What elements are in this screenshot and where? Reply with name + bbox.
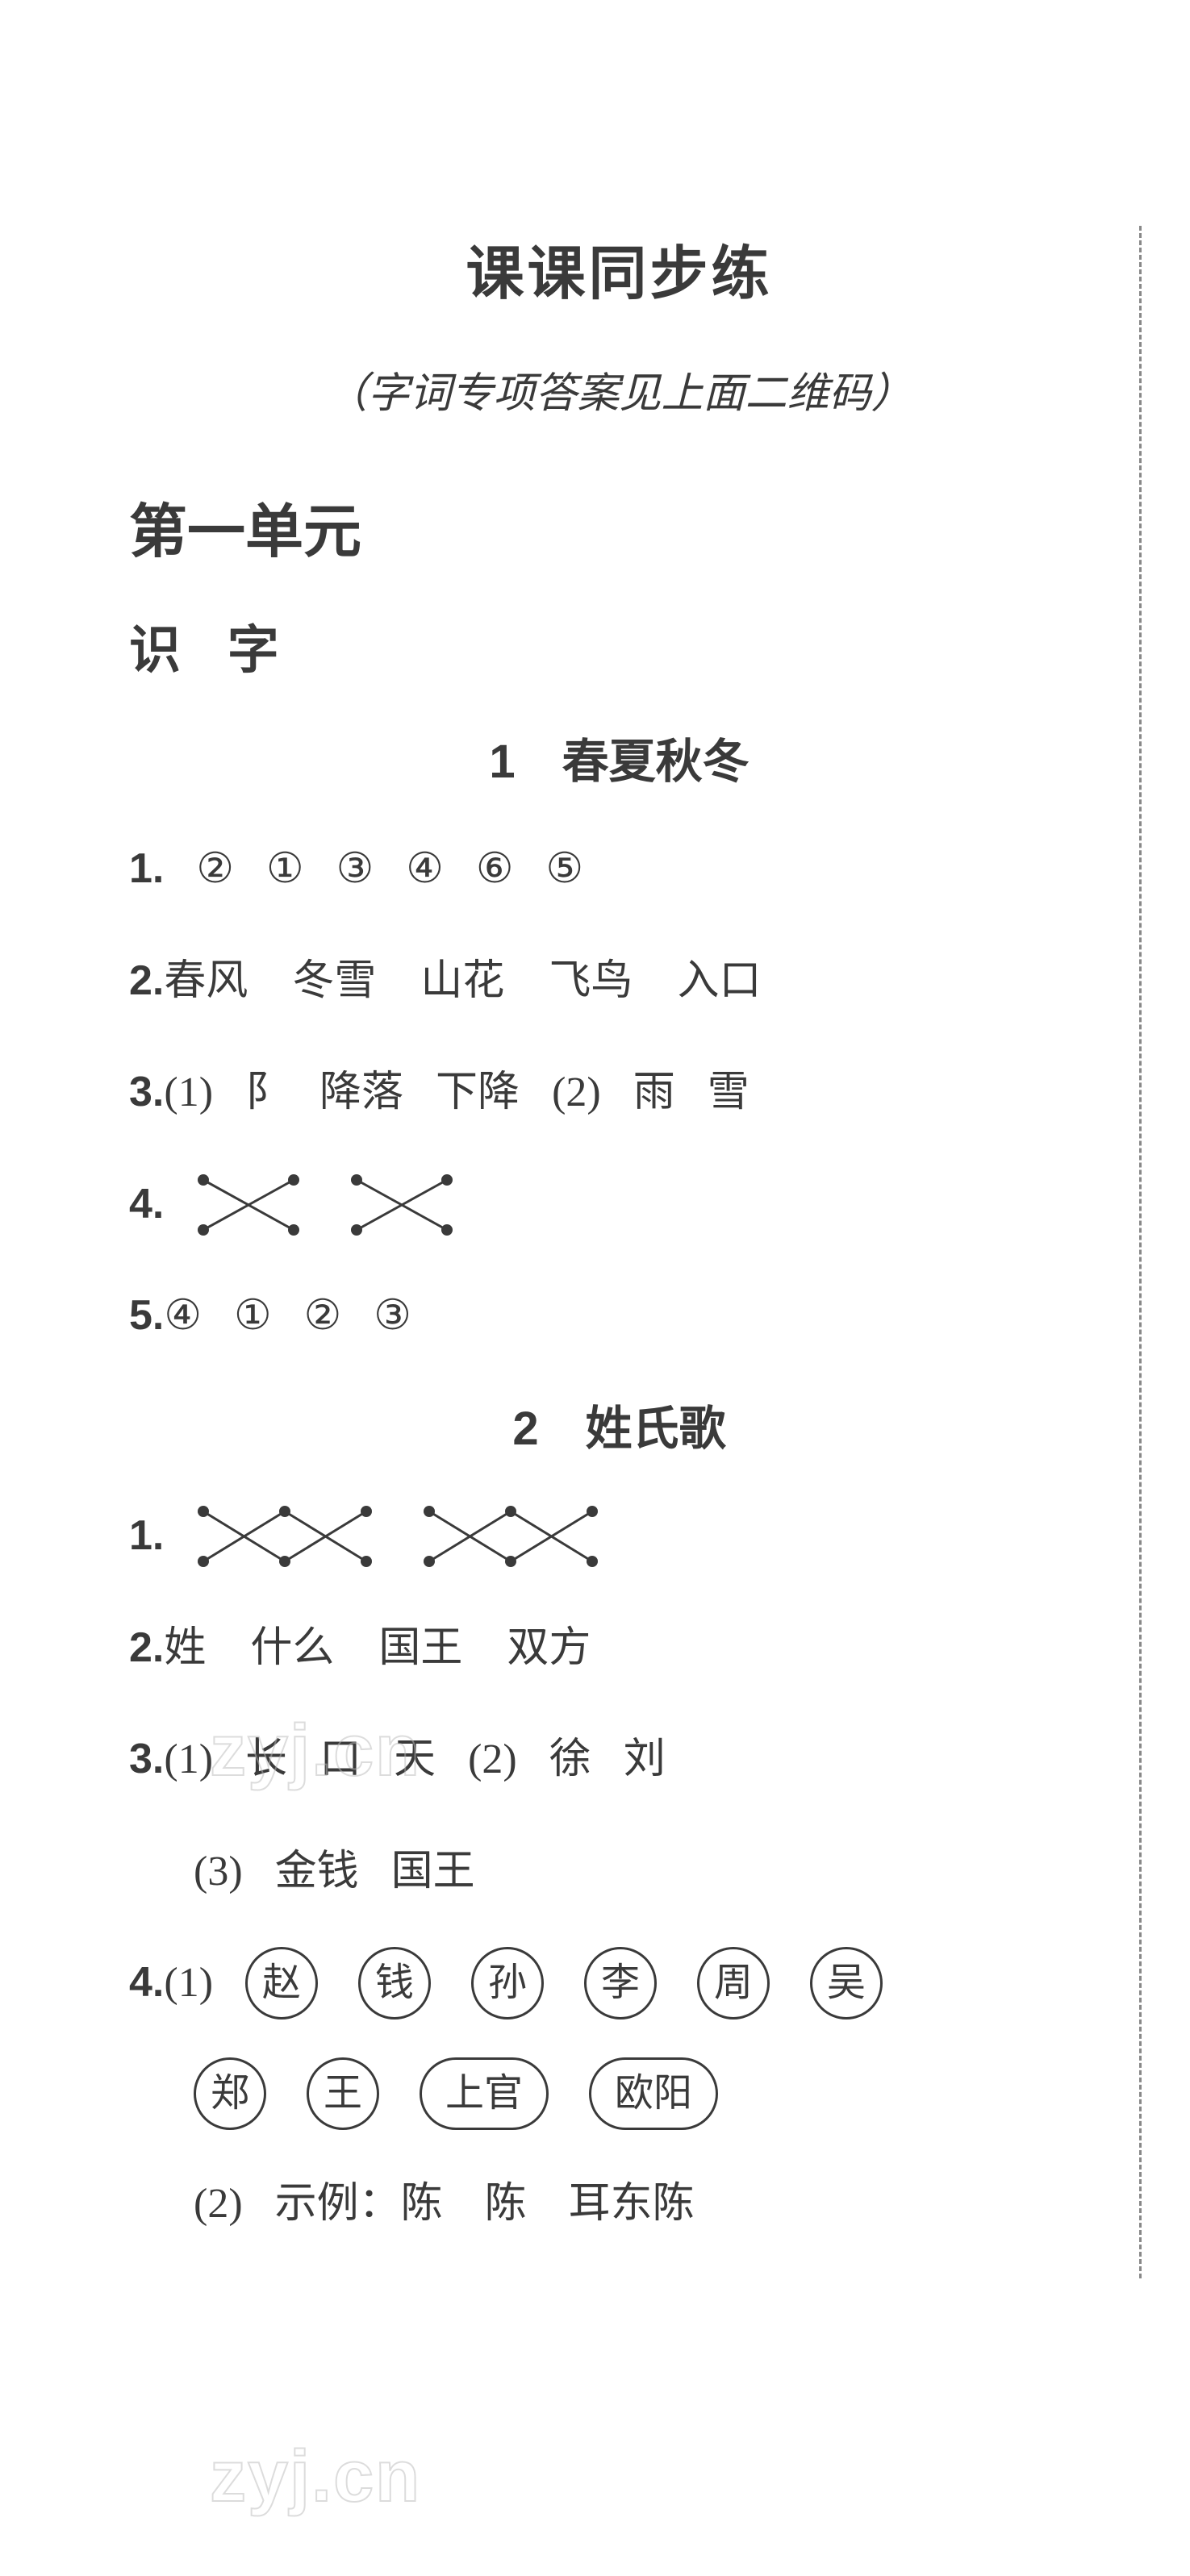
q-number: 2. — [129, 1624, 164, 1671]
lesson1-q4: 4. — [129, 1167, 1109, 1243]
surname-oval: 欧阳 — [589, 2057, 718, 2130]
cross3-icon — [196, 1504, 374, 1569]
answer-item: 雪 — [708, 1055, 749, 1131]
surname-row1: 赵钱孙李周吴 — [245, 1947, 883, 2020]
surname-circle: 孙 — [471, 1947, 544, 2020]
cross-icon — [349, 1173, 454, 1237]
cross3-icon — [422, 1504, 599, 1569]
word: 姓 — [164, 1625, 206, 1671]
word: 国王 — [378, 1611, 462, 1686]
cross-icon — [196, 1173, 301, 1237]
lesson2-q3-line2: (3) 金钱 国王 — [129, 1834, 1109, 1910]
answer-item: ③ — [336, 832, 374, 907]
q-number: 3. — [129, 1069, 164, 1115]
cross-diagram-group — [196, 1173, 454, 1237]
surname-oval: 上官 — [420, 2057, 549, 2130]
word: 冬雪 — [292, 944, 376, 1019]
surname-circle: 周 — [697, 1947, 770, 2020]
watermark: zyj.cn — [210, 2436, 421, 2519]
surname-circle: 吴 — [810, 1947, 883, 2020]
answer-item: ② — [304, 1278, 342, 1354]
section-label: 识 字 — [129, 609, 1109, 683]
page-subtitle: （字词专项答案见上面二维码） — [129, 359, 1109, 419]
answer-item: 雨 — [633, 1055, 675, 1131]
answer-item: 天 — [394, 1722, 436, 1798]
lesson2-q4-line2: 郑王上官欧阳 — [129, 2057, 1109, 2130]
word: 什么 — [250, 1611, 334, 1686]
lesson2-q4-line3: (2) 示例：陈 陈 耳东陈 — [129, 2166, 1109, 2242]
q-number: 4. — [129, 1167, 164, 1243]
surname-row2: 郑王上官欧阳 — [194, 2057, 718, 2130]
answer-item: ① — [266, 832, 304, 907]
answer-item: ④ — [406, 832, 444, 907]
lesson1-q5: 5.④ ① ② ③ — [129, 1278, 1109, 1354]
page-title: 课课同步练 — [129, 226, 1109, 311]
answer-item: 国王 — [391, 1834, 475, 1910]
answer-item: 阝 — [245, 1055, 287, 1131]
sub-label: (1) — [164, 1069, 213, 1115]
lesson1-title: 1 春夏秋冬 — [129, 723, 1109, 791]
word: 入口 — [677, 944, 761, 1019]
surname-circle: 王 — [307, 2057, 379, 2130]
sub-label: (2) — [468, 1722, 517, 1798]
page-right-border — [1139, 226, 1142, 2278]
lesson1-q3: 3.(1) 阝 降落 下降 (2) 雨 雪 — [129, 1055, 1109, 1131]
answer-item: ③ — [374, 1278, 411, 1354]
q-number: 1. — [129, 832, 164, 907]
word: 山花 — [420, 944, 504, 1019]
answer-item: 金钱 — [275, 1834, 359, 1910]
q-number: 1. — [129, 1498, 164, 1574]
unit-title: 第一单元 — [129, 484, 1109, 569]
answer-item: 长 — [245, 1722, 287, 1798]
q-number: 3. — [129, 1736, 164, 1782]
surname-circle: 钱 — [358, 1947, 431, 2020]
sub-label: (1) — [164, 1960, 213, 2006]
sub-label: (1) — [164, 1736, 213, 1782]
answer-item: ⑥ — [476, 832, 514, 907]
word: 春风 — [164, 958, 248, 1004]
q-number: 4. — [129, 1959, 164, 2006]
lesson1-q1: 1. ② ① ③ ④ ⑥ ⑤ — [129, 832, 1109, 907]
answer-text: 示例：陈 陈 耳东陈 — [275, 2166, 695, 2242]
lesson1-q2: 2.春风 冬雪 山花 飞鸟 入口 — [129, 944, 1109, 1019]
surname-circle: 赵 — [245, 1947, 318, 2020]
q-number: 2. — [129, 957, 164, 1004]
surname-circle: 郑 — [194, 2057, 266, 2130]
answer-item: ① — [234, 1278, 272, 1354]
lesson2-q4-line1: 4.(1) 赵钱孙李周吴 — [129, 1945, 1109, 2021]
answer-item: 刘 — [624, 1722, 666, 1798]
answer-item: 徐 — [549, 1722, 591, 1798]
lesson2-q3-line1: 3.(1) 长 口 天 (2) 徐 刘 — [129, 1722, 1109, 1798]
answer-item: 下降 — [436, 1055, 520, 1131]
lesson2-title: 2 姓氏歌 — [129, 1390, 1109, 1458]
sub-label: (2) — [194, 2166, 243, 2242]
answer-item: 降落 — [319, 1055, 403, 1131]
lesson2-q2: 2.姓 什么 国王 双方 — [129, 1611, 1109, 1686]
answer-item: ② — [196, 832, 234, 907]
sub-label: (3) — [194, 1834, 243, 1910]
sub-label: (2) — [552, 1055, 601, 1131]
word: 双方 — [507, 1611, 591, 1686]
answer-item: 口 — [319, 1722, 361, 1798]
surname-circle: 李 — [584, 1947, 657, 2020]
word: 飞鸟 — [549, 944, 633, 1019]
cross-diagram-group — [196, 1504, 599, 1569]
answer-item: ⑤ — [546, 832, 584, 907]
answer-item: ④ — [164, 1278, 202, 1354]
lesson2-q1: 1. — [129, 1498, 1109, 1574]
q-number: 5. — [129, 1292, 164, 1339]
